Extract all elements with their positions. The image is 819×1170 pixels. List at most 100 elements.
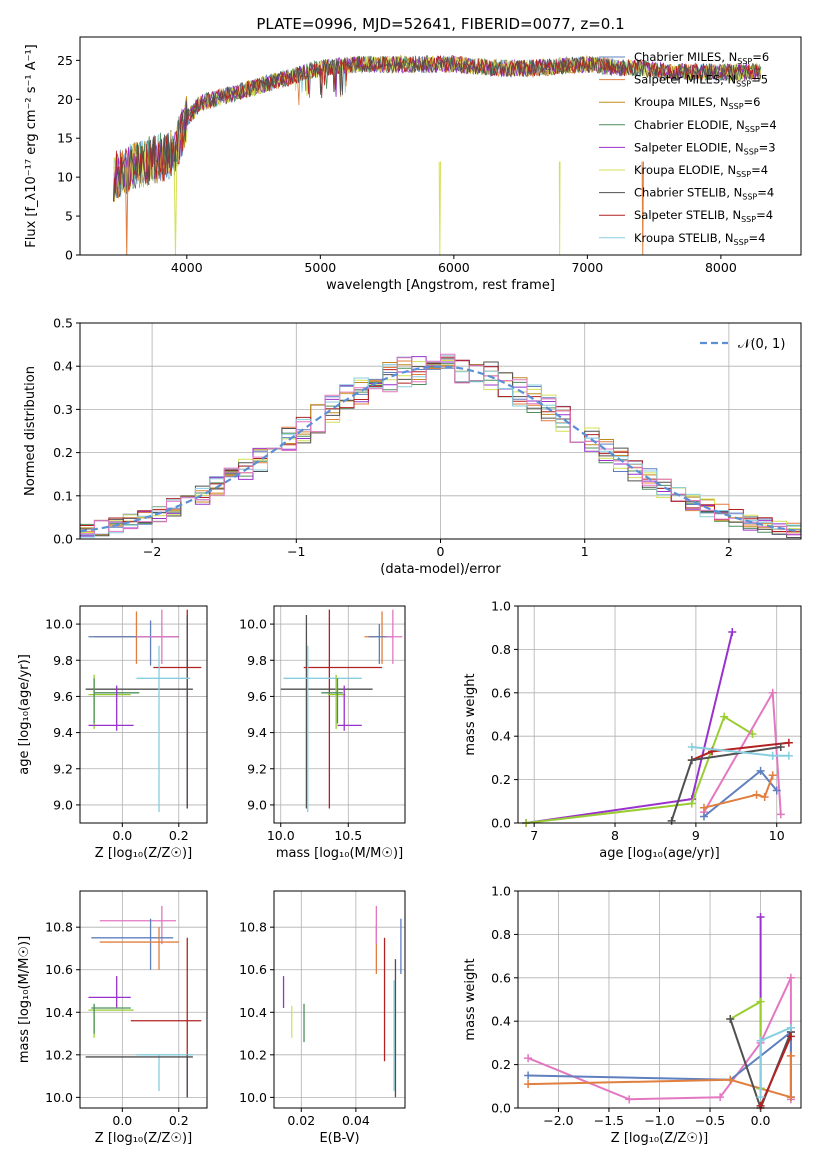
plus-marker: [786, 1051, 795, 1060]
y-tick-label: 0.8: [491, 642, 511, 657]
legend-entry: Chabrier MILES, NSSP=6: [634, 50, 769, 66]
error-bar-point: [88, 620, 179, 666]
plus-marker: [524, 1080, 533, 1089]
legend-entry: Kroupa STELIB, NSSP=4: [634, 231, 765, 247]
y-tick-label: 9.0: [247, 797, 267, 812]
plus-marker: [524, 1071, 533, 1080]
y-tick-label: 9.8: [53, 653, 73, 668]
plot-area: [80, 353, 801, 539]
x-tick-label: 1: [581, 544, 589, 559]
error-bar-point: [283, 645, 362, 813]
y-tick-label: 0.1: [53, 488, 73, 503]
mass-weight-line: [759, 1026, 792, 1098]
axes-frame: [79, 322, 802, 540]
x-tick-label: −2: [143, 544, 161, 559]
plus-marker: [768, 751, 777, 760]
plus-marker: [760, 792, 769, 801]
error-bar-point: [136, 1054, 193, 1091]
error-bar-point: [91, 1003, 131, 1034]
plus-marker: [716, 1093, 725, 1102]
plus-marker: [786, 1093, 795, 1102]
y-tick-label: 5: [65, 209, 73, 224]
x-tick-label: −2.0: [543, 1113, 573, 1128]
x-axis-label: Z [log₁₀(Z/Z☉)]: [95, 846, 192, 861]
legend-entry: Kroupa MILES, NSSP=6: [634, 95, 760, 111]
plus-marker: [625, 1095, 634, 1104]
panel-6: 0.02 0.04 10.0 10.2 10.4 10.6 10.8 E(B-V): [239, 890, 406, 1146]
x-tick-label: 6000: [438, 260, 470, 275]
plus-marker: [784, 751, 793, 760]
axes-frame: [517, 605, 802, 824]
mass-weight-line: [670, 746, 781, 822]
legend-entry: Salpeter STELIB, NSSP=4: [634, 208, 773, 224]
mass-weight-line: [759, 1035, 792, 1107]
grid: [80, 891, 207, 1108]
plus-marker: [784, 738, 793, 747]
y-tick-label: 0.3: [53, 402, 73, 417]
plus-marker: [726, 1075, 735, 1084]
plus-marker: [768, 688, 777, 697]
mass-weight-line: [525, 715, 754, 824]
error-bar-point: [94, 611, 179, 664]
x-tick-label: 10: [769, 828, 785, 843]
x-tick-label: 9: [692, 828, 700, 843]
chart-title: PLATE=0996, MJD=52641, FIBERID=0077, z=0…: [256, 15, 624, 33]
y-tick-label: 0.8: [491, 927, 511, 942]
y-tick-label: 10.4: [45, 1005, 73, 1020]
plus-marker: [756, 1036, 765, 1045]
plot-area: [85, 905, 202, 1098]
x-tick-label: 0.0: [112, 1113, 132, 1128]
error-bar-point: [85, 1054, 193, 1098]
x-tick-label: 8: [611, 828, 619, 843]
y-tick-label: 0.0: [491, 1101, 511, 1116]
y-tick-label: 0.4: [491, 729, 511, 744]
x-axis-label: wavelength [Angstrom, rest frame]: [326, 278, 555, 293]
y-axis-label: mass weight: [463, 958, 478, 1040]
axes-frame: [273, 605, 406, 824]
error-bar-point: [153, 609, 202, 809]
x-axis-label: mass [log₁₀(M/M☉)]: [276, 846, 403, 861]
x-tick-label: 0.0: [112, 828, 132, 843]
plus-marker: [720, 712, 729, 721]
y-tick-label: 9.2: [53, 761, 73, 776]
panel-7: −2.0 −1.5 −1.0 −0.5 0.0 0.0 0.2 0.4 0.6 0.8 1.0 Z […: [463, 884, 802, 1146]
plus-marker: [687, 799, 696, 808]
axes-frame: [79, 36, 802, 256]
gap-spike: [124, 161, 129, 255]
plus-marker: [786, 973, 795, 982]
plot-area: [280, 609, 403, 813]
gap-spike: [438, 161, 441, 255]
mass-weight-line: [525, 631, 734, 824]
y-tick-label: 9.6: [53, 689, 73, 704]
mass-weight-line: [527, 977, 792, 1101]
x-tick-label: 7: [530, 828, 538, 843]
y-tick-label: 10.0: [239, 617, 267, 632]
plus-marker: [687, 743, 696, 752]
y-tick-label: 0.5: [53, 316, 73, 331]
y-tick-label: 0.4: [491, 1014, 511, 1029]
error-bar-point: [88, 674, 131, 729]
error-bar-point: [328, 674, 346, 729]
plus-marker: [752, 790, 761, 799]
plot-area: [113, 54, 762, 255]
y-tick-label: 9.4: [247, 725, 267, 740]
y-tick-label: 1.0: [491, 599, 511, 614]
y-tick-label: 9.8: [247, 653, 267, 668]
plus-marker: [726, 1015, 735, 1024]
grid: [274, 606, 405, 823]
y-tick-label: 0.2: [491, 772, 511, 787]
x-axis-label: age [log₁₀(age/yr)]: [599, 846, 720, 861]
y-tick-label: 0: [65, 248, 73, 263]
error-bar-point: [280, 615, 373, 809]
axes-frame: [79, 605, 208, 824]
error-bar-point: [88, 1005, 134, 1038]
legend-entry: Salpeter MILES, NSSP=5: [634, 73, 768, 89]
x-tick-label: 0: [437, 544, 445, 559]
y-tick-label: 0.4: [53, 359, 73, 374]
x-tick-label: −1.0: [644, 1113, 674, 1128]
y-tick-label: 10.0: [239, 1090, 267, 1105]
error-bar-point: [337, 685, 362, 731]
error-bar-point: [85, 615, 193, 809]
y-tick-label: 10.2: [45, 1047, 73, 1062]
